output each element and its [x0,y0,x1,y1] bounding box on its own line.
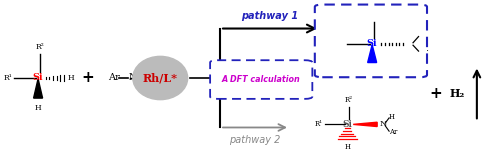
Polygon shape [353,122,377,127]
Text: Si: Si [367,39,378,49]
Text: H: H [370,68,376,76]
Text: Ar: Ar [108,73,120,83]
Text: pathway 2: pathway 2 [230,135,280,145]
Text: Rh/L*: Rh/L* [143,73,178,83]
Text: H₂: H₂ [450,88,464,99]
FancyBboxPatch shape [315,5,427,77]
FancyBboxPatch shape [210,60,312,99]
Polygon shape [34,79,42,98]
Text: R²: R² [36,43,44,51]
Text: H: H [68,74,74,82]
Text: R²: R² [370,12,378,20]
Text: pathway 1: pathway 1 [242,11,298,21]
Text: H: H [389,113,395,121]
Text: Ar: Ar [420,49,428,56]
Text: R¹: R¹ [4,74,12,82]
Text: N: N [408,39,416,49]
Text: N: N [380,120,387,128]
Text: Si: Si [342,120,352,129]
Text: R²: R² [344,96,352,104]
Text: H: H [344,143,350,151]
Ellipse shape [133,56,188,100]
Text: NH₂: NH₂ [129,73,150,83]
Text: H: H [420,32,426,39]
Text: R¹: R¹ [314,120,323,128]
Text: +: + [429,86,442,101]
Text: +: + [82,71,94,85]
Text: Ar: Ar [389,128,398,136]
Polygon shape [368,45,376,63]
Text: H: H [35,104,42,112]
Text: A DFT calculation: A DFT calculation [222,75,300,84]
Text: R¹: R¹ [336,40,345,48]
Text: Si: Si [33,73,43,83]
